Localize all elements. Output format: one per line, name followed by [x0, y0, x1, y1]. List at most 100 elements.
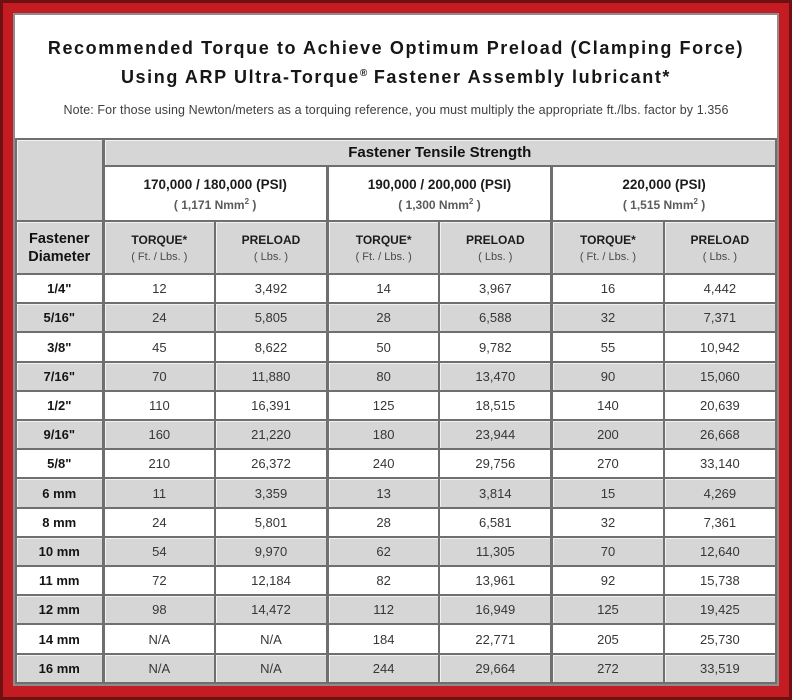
preload-cell: 20,639 [662, 389, 778, 422]
psi-header-190-200: 190,000 / 200,000 (PSI) ( 1,300 Nmm2 ) [325, 165, 553, 222]
preload-cell: 12,640 [662, 535, 778, 568]
torque-cell: 32 [550, 506, 665, 538]
table-row: 1/2" 110 16,391 125 18,515 140 20,639 [15, 389, 778, 422]
preload-cell: 8,622 [214, 331, 329, 363]
torque-cell: 272 [550, 652, 665, 685]
torque-cell: 240 [325, 448, 441, 480]
preload-cell: 29,664 [438, 652, 553, 685]
table-row: 6 mm 11 3,359 13 3,814 15 4,269 [15, 477, 778, 509]
torque-cell: 82 [325, 565, 441, 597]
preload-cell: 11,880 [214, 360, 329, 392]
diameter-header: Fastener Diameter [15, 220, 104, 275]
table-row: 14 mm N/A N/A 184 22,771 205 25,730 [15, 623, 778, 655]
preload-cell: 3,359 [214, 477, 329, 509]
table-row: 9/16" 160 21,220 180 23,944 200 26,668 [15, 419, 778, 451]
torque-cell: 125 [325, 389, 441, 422]
page-title-line1: Recommended Torque to Achieve Optimum Pr… [47, 38, 745, 58]
preload-cell: 23,944 [438, 419, 553, 451]
column-header-row: Fastener Diameter TORQUE* ( Ft. / Lbs. )… [15, 220, 778, 275]
diameter-cell: 5/8" [15, 448, 104, 480]
preload-cell: 5,805 [214, 302, 329, 334]
table-row: 1/4" 12 3,492 14 3,967 16 4,442 [15, 272, 778, 305]
preload-cell: 16,949 [438, 594, 553, 626]
table-row: 16 mm N/A N/A 244 29,664 272 33,519 [15, 652, 778, 685]
preload-cell: 15,738 [662, 565, 778, 597]
torque-cell: 24 [101, 506, 217, 538]
title-area: Recommended Torque to Achieve Optimum Pr… [15, 15, 777, 118]
preload-cell: 7,361 [662, 506, 778, 538]
preload-cell: 7,371 [662, 302, 778, 334]
diameter-cell: 16 mm [15, 652, 104, 685]
torque-cell: 28 [325, 302, 441, 334]
torque-cell: 12 [101, 272, 217, 305]
torque-cell: 45 [101, 331, 217, 363]
preload-cell: 6,588 [438, 302, 553, 334]
diameter-cell: 9/16" [15, 419, 104, 451]
torque-cell: 70 [101, 360, 217, 392]
tensile-strength-header: Fastener Tensile Strength [101, 138, 777, 167]
preload-cell: 29,756 [438, 448, 553, 480]
torque-cell: 140 [550, 389, 665, 422]
torque-cell: 13 [325, 477, 441, 509]
torque-cell: 112 [325, 594, 441, 626]
torque-cell: 98 [101, 594, 217, 626]
diameter-cell: 14 mm [15, 623, 104, 655]
diameter-cell: 10 mm [15, 535, 104, 568]
table-row: 8 mm 24 5,801 28 6,581 32 7,361 [15, 506, 778, 538]
corner-cell [15, 138, 104, 222]
psi-header-220: 220,000 (PSI) ( 1,515 Nmm2 ) [550, 165, 778, 222]
preload-cell: 33,519 [662, 652, 778, 685]
torque-cell: 180 [325, 419, 441, 451]
preload-cell: 13,470 [438, 360, 553, 392]
torque-cell: 90 [550, 360, 665, 392]
table-row: 11 mm 72 12,184 82 13,961 92 15,738 [15, 565, 778, 597]
nmm-value: ( 1,515 Nmm2 ) [622, 197, 706, 212]
torque-table: Fastener Tensile Strength 170,000 / 180,… [15, 138, 778, 685]
preload-cell: 9,970 [214, 535, 329, 568]
preload-cell: 6,581 [438, 506, 553, 538]
page-title-line2: Using ARP Ultra-Torque® Fastener Assembl… [15, 61, 777, 90]
title-line2-post: Fastener Assembly lubricant* [367, 67, 672, 87]
preload-cell: 14,472 [214, 594, 329, 626]
torque-cell: 14 [325, 272, 441, 305]
psi-value: 170,000 / 180,000 (PSI) [143, 177, 287, 192]
torque-cell: 11 [101, 477, 217, 509]
diameter-cell: 7/16" [15, 360, 104, 392]
preload-cell: N/A [214, 623, 329, 655]
preload-cell: 4,442 [662, 272, 778, 305]
torque-cell: 72 [101, 565, 217, 597]
preload-cell: 18,515 [438, 389, 553, 422]
preload-cell: 3,492 [214, 272, 329, 305]
torque-cell: 210 [101, 448, 217, 480]
preload-cell: 25,730 [662, 623, 778, 655]
preload-cell: 10,942 [662, 331, 778, 363]
torque-cell: 244 [325, 652, 441, 685]
torque-cell: N/A [101, 623, 217, 655]
psi-value: 190,000 / 200,000 (PSI) [367, 177, 512, 192]
torque-cell: 110 [101, 389, 217, 422]
tensile-strength-row: Fastener Tensile Strength [15, 138, 777, 222]
table-body: 1/4" 12 3,492 14 3,967 16 4,442 5/16" 24 5,805 28 6… [15, 272, 778, 685]
torque-cell: 125 [550, 594, 665, 626]
torque-cell: 55 [550, 331, 665, 363]
preload-cell: 19,425 [662, 594, 778, 626]
torque-cell: 24 [101, 302, 217, 334]
preload-cell: 12,184 [214, 565, 329, 597]
preload-cell: 26,372 [214, 448, 329, 480]
preload-cell: N/A [214, 652, 329, 685]
torque-cell: 15 [550, 477, 665, 509]
torque-cell: 184 [325, 623, 441, 655]
table-row: 3/8" 45 8,622 50 9,782 55 10,942 [15, 331, 778, 363]
table-row: 7/16" 70 11,880 80 13,470 90 15,060 [15, 360, 778, 392]
preload-cell: 3,967 [438, 272, 553, 305]
preload-header-1: PRELOAD ( Lbs. ) [214, 220, 329, 275]
diameter-cell: 1/2" [15, 389, 104, 422]
preload-cell: 16,391 [214, 389, 329, 422]
diameter-cell: 1/4" [15, 272, 104, 305]
torque-cell: 50 [325, 331, 441, 363]
torque-cell: 54 [101, 535, 217, 568]
torque-cell: 28 [325, 506, 441, 538]
torque-cell: 92 [550, 565, 665, 597]
torque-cell: 200 [550, 419, 665, 451]
